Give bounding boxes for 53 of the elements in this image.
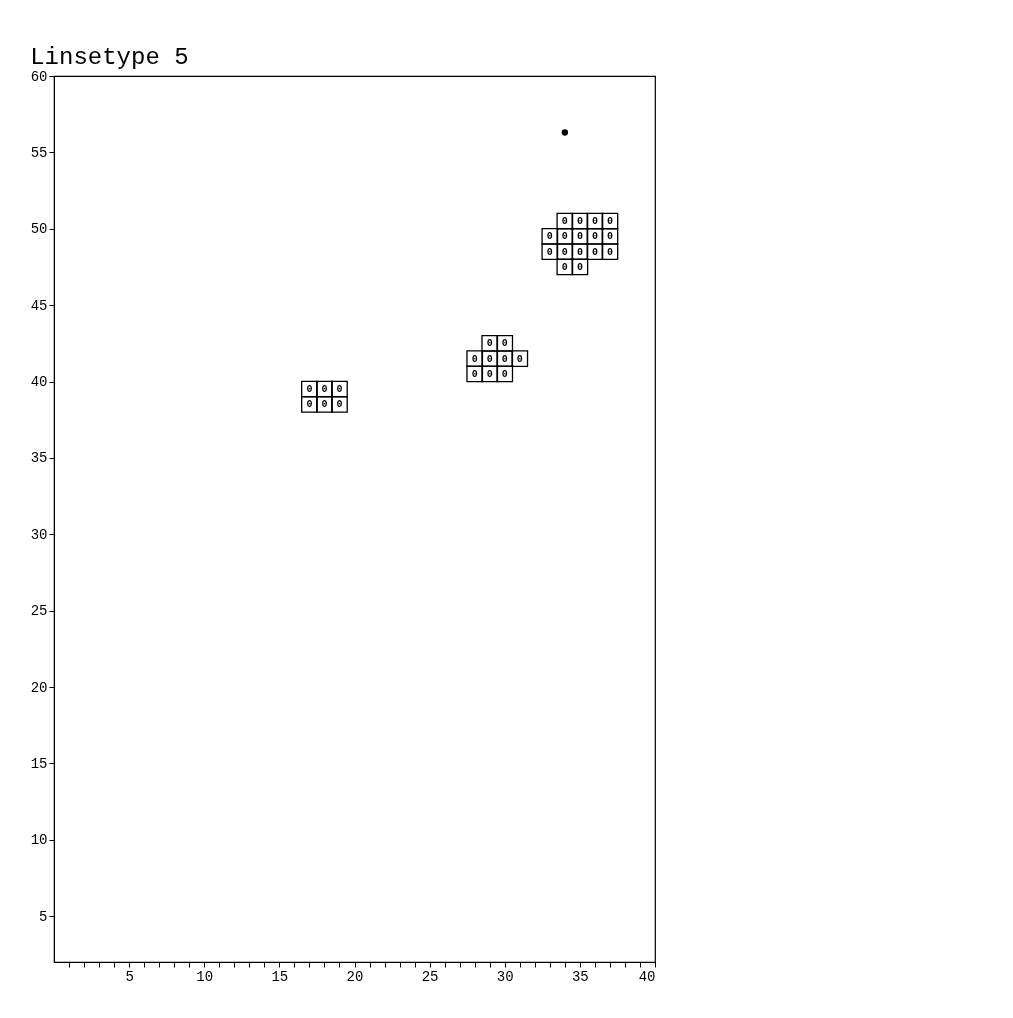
annotation: 0 — [336, 399, 343, 411]
y-tick-label: 35 — [30, 450, 48, 467]
annotation: 0 — [576, 246, 583, 258]
annotation: 0 — [501, 338, 508, 350]
annotation: 0 — [591, 246, 598, 258]
annotation: 0 — [501, 368, 508, 380]
annotation: 0 — [576, 231, 583, 243]
annotation: 0 — [561, 216, 568, 228]
annotation: 0 — [591, 231, 598, 243]
annotation: 0 — [501, 353, 508, 365]
y-tick-label: 10 — [30, 832, 48, 849]
x-tick-label: 30 — [496, 968, 514, 985]
annotation: 0 — [306, 399, 313, 411]
annotation: 0 — [516, 353, 523, 365]
y-tick-label: 60 — [30, 68, 48, 85]
x-tick-label: 20 — [346, 968, 364, 985]
annotation: 0 — [321, 399, 328, 411]
x-tick-label: 40 — [638, 968, 656, 985]
chart-title: Linsetype 5 — [30, 44, 189, 71]
x-tick-label: 35 — [571, 968, 589, 985]
annotation: 0 — [606, 231, 613, 243]
x-tick-label: 10 — [196, 968, 214, 985]
y-tick-label: 15 — [30, 755, 48, 772]
x-tick-label: 25 — [421, 968, 439, 985]
annotation: 0 — [321, 384, 328, 396]
y-tick-label: 40 — [30, 374, 48, 391]
point — [561, 129, 569, 136]
annotation: 0 — [486, 338, 493, 350]
y-tick-label: 5 — [39, 908, 48, 925]
y-tick-label: 50 — [30, 221, 48, 238]
y-tick-label: 25 — [30, 603, 48, 620]
annotation: 0 — [336, 384, 343, 396]
annotation: 0 — [576, 216, 583, 228]
annotation: 0 — [471, 353, 478, 365]
y-tick-label: 45 — [30, 297, 48, 314]
annotation: 0 — [561, 231, 568, 243]
annotation: 0 — [471, 368, 478, 380]
y-tick-label: 20 — [30, 679, 48, 696]
annotation: 0 — [486, 353, 493, 365]
annotation: 0 — [591, 216, 598, 228]
y-tick-label: 30 — [30, 526, 48, 543]
annotation: 0 — [576, 261, 583, 273]
annotation: 0 — [561, 246, 568, 258]
y-tick-label: 55 — [30, 144, 48, 161]
x-tick-label: 15 — [271, 968, 289, 985]
annotation: 0 — [606, 216, 613, 228]
annotation: 0 — [561, 261, 568, 273]
x-tick-label: 5 — [125, 968, 134, 985]
annotation: 0 — [486, 368, 493, 380]
annotation: 0 — [546, 246, 553, 258]
annotation: 0 — [546, 231, 553, 243]
annotation: 0 — [306, 384, 313, 396]
annotation: 0 — [606, 246, 613, 258]
